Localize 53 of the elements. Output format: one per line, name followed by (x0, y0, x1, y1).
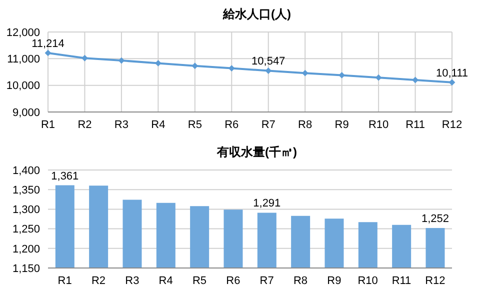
x-tick-label: R9 (327, 274, 342, 287)
chart-title: 給水人口(人) (222, 6, 292, 23)
x-tick-label: R12 (442, 118, 462, 131)
y-tick-label: 10,000 (6, 80, 40, 92)
point (338, 72, 346, 78)
x-tick-label: R12 (425, 274, 446, 287)
x-tick-label: R6 (224, 118, 239, 131)
x-tick-label: R4 (158, 274, 173, 287)
x-tick-label: R5 (192, 274, 207, 287)
x-tick-label: R8 (293, 274, 308, 287)
chart-title: 有収水量(千㎥) (216, 144, 298, 161)
data-label: 1,291 (253, 198, 281, 210)
data-label: 1,361 (51, 170, 79, 182)
y-tick-label: 9,000 (12, 106, 40, 119)
y-tick-label: 1,350 (12, 184, 40, 197)
point (192, 62, 198, 70)
x-tick-label: R11 (406, 118, 425, 131)
x-tick-label: R5 (188, 118, 202, 131)
x-tick-label: R2 (91, 274, 106, 287)
x-tick-label: R3 (114, 118, 128, 131)
data-label: 1,252 (421, 213, 450, 226)
x-tick-label: R10 (368, 118, 389, 131)
x-tick-label: R7 (260, 274, 274, 287)
x-tick-label: R6 (226, 274, 240, 287)
y-tick-label: 1,400 (12, 164, 40, 177)
x-tick-label: R1 (40, 118, 56, 131)
point (82, 54, 88, 62)
point (375, 74, 382, 81)
point (265, 68, 272, 74)
x-tick-label: R8 (298, 118, 312, 131)
x-tick-label: R1 (58, 274, 72, 287)
y-tick-label: 12,000 (6, 26, 40, 39)
x-tick-label: R11 (392, 274, 412, 287)
y-tick-label: 11,000 (7, 54, 40, 66)
data-label: 10,547 (252, 56, 286, 68)
point (448, 79, 456, 86)
data-label: 10,111 (436, 67, 468, 80)
point (302, 70, 308, 76)
point (44, 50, 52, 56)
y-tick-label: 1,150 (12, 262, 40, 275)
y-tick-label: 1,200 (12, 243, 40, 256)
x-tick-label: R10 (358, 274, 378, 287)
y-tick-label: 1,250 (12, 224, 40, 236)
x-tick-label: R4 (151, 118, 166, 131)
x-tick-label: R2 (78, 118, 92, 131)
x-tick-label: R9 (334, 118, 349, 131)
point (118, 57, 125, 64)
x-tick-label: R3 (125, 274, 140, 287)
data-label: 11,214 (32, 38, 64, 50)
point (228, 65, 235, 72)
x-tick-label: R7 (261, 118, 276, 131)
y-tick-label: 1,300 (12, 204, 40, 216)
point (154, 60, 162, 66)
